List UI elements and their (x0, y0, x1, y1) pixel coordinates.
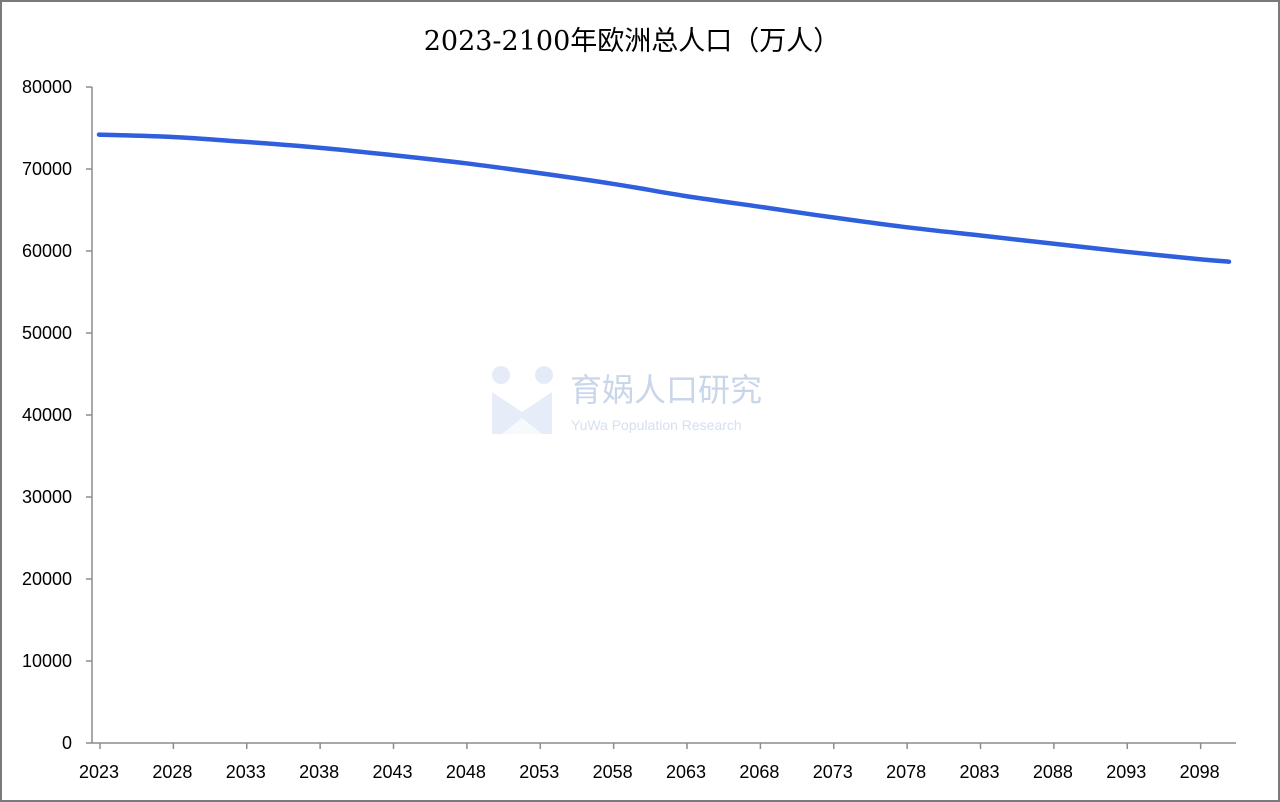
x-tick-label: 2053 (519, 762, 559, 782)
x-tick-label: 2098 (1180, 762, 1220, 782)
x-tick-label: 2093 (1106, 762, 1146, 782)
x-tick-label: 2088 (1033, 762, 1073, 782)
watermark: 育娲人口研究 YuWa Population Research (492, 366, 762, 434)
y-tick-label: 20000 (22, 569, 72, 589)
y-tick-label: 80000 (22, 77, 72, 97)
x-tick-label: 2078 (886, 762, 926, 782)
x-tick-label: 2068 (739, 762, 779, 782)
y-tick-label: 70000 (22, 159, 72, 179)
y-tick-label: 40000 (22, 405, 72, 425)
chart-title: 2023-2100年欧洲总人口（万人） (424, 26, 841, 57)
watermark-sub: YuWa Population Research (571, 417, 742, 433)
watermark-logo-icon (492, 366, 553, 434)
y-tick-label: 50000 (22, 323, 72, 343)
x-tick-label: 2023 (79, 762, 119, 782)
x-tick-label: 2073 (813, 762, 853, 782)
x-tick-label: 2028 (152, 762, 192, 782)
y-tick-label: 10000 (22, 651, 72, 671)
y-axis: 0 10000 20000 30000 40000 50000 60000 70000 8000… (22, 77, 93, 753)
watermark-brand: 育娲人口研究 (570, 371, 762, 409)
y-tick-label: 0 (62, 733, 72, 753)
x-tick-label: 2038 (299, 762, 339, 782)
x-tick-label: 2058 (593, 762, 633, 782)
x-tick-label: 2083 (959, 762, 999, 782)
series-line (96, 132, 1232, 264)
x-tick-label: 2043 (372, 762, 412, 782)
x-axis: 2023 2028 2033 2038 2043 2048 2053 2058 2063 2068… (79, 742, 1236, 782)
y-tick-label: 60000 (22, 241, 72, 261)
x-tick-label: 2048 (446, 762, 486, 782)
x-tick-label: 2033 (226, 762, 266, 782)
y-tick-label: 30000 (22, 487, 72, 507)
series-layer (96, 132, 1232, 264)
x-tick-label: 2063 (666, 762, 706, 782)
